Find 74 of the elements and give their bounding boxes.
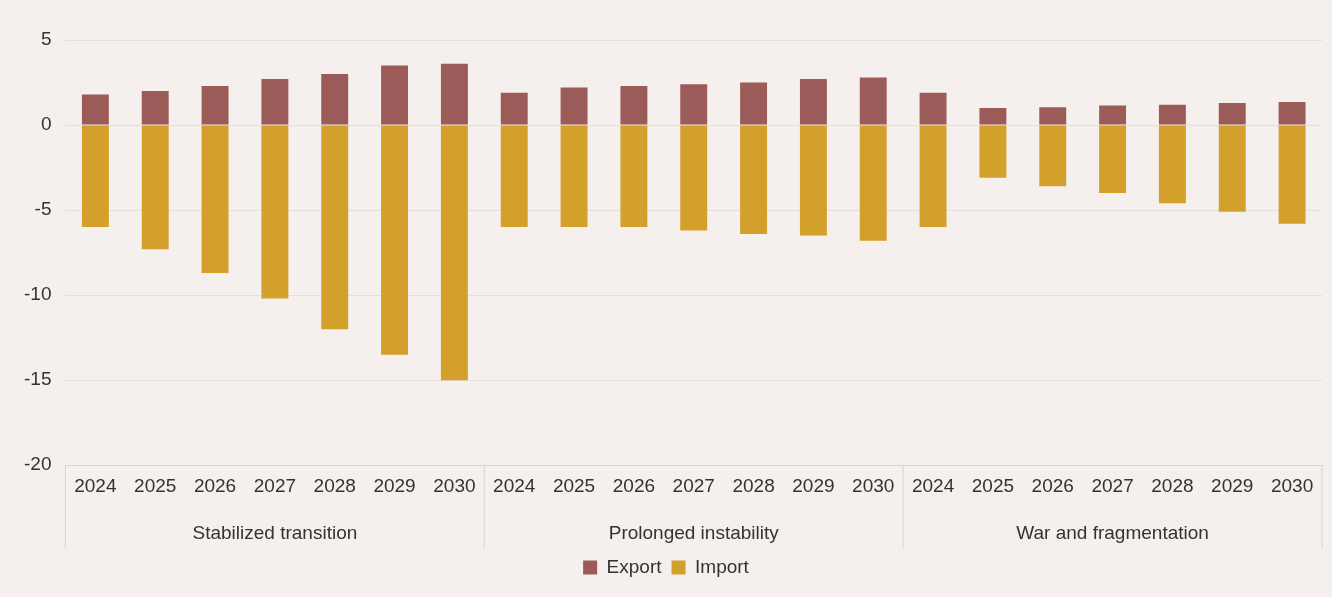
x-tick-label: 2024 xyxy=(74,474,117,496)
bar xyxy=(440,125,468,381)
x-tick-label: 2029 xyxy=(792,474,835,496)
x-tick-label: 2024 xyxy=(911,474,955,496)
bar xyxy=(859,125,887,241)
x-tick-label: 2030 xyxy=(1270,474,1314,496)
legend-label: Export xyxy=(606,555,663,577)
bar xyxy=(1278,125,1306,224)
bar xyxy=(201,85,229,125)
bar xyxy=(979,125,1007,178)
bar xyxy=(381,125,409,355)
bar xyxy=(620,125,648,228)
y-tick-label: -10 xyxy=(23,283,52,305)
x-tick-label: 2027 xyxy=(1091,474,1134,496)
y-tick-label: 5 xyxy=(40,28,52,50)
bar xyxy=(979,108,1007,125)
x-tick-label: 2028 xyxy=(313,474,356,496)
bar xyxy=(919,125,947,228)
bar xyxy=(1158,125,1186,204)
bar xyxy=(141,91,169,125)
bar xyxy=(321,74,349,125)
y-tick-label: -5 xyxy=(34,198,52,220)
x-tick-label: 2028 xyxy=(732,474,775,496)
bar xyxy=(1278,102,1306,125)
x-tick-label: 2026 xyxy=(1031,474,1074,496)
bar xyxy=(261,79,289,125)
bar xyxy=(440,63,468,125)
bar xyxy=(799,125,827,236)
bar xyxy=(81,94,109,125)
bar xyxy=(321,125,349,330)
bar xyxy=(1099,105,1127,125)
bar xyxy=(81,125,109,228)
text: Stabilized transition xyxy=(192,522,358,544)
x-tick-label: 2025 xyxy=(552,474,596,496)
bar xyxy=(1039,125,1067,187)
bar xyxy=(1099,125,1127,194)
legend-label: Import xyxy=(695,555,750,577)
y-tick-label: -20 xyxy=(23,453,52,475)
bar xyxy=(1218,102,1246,125)
x-tick-label: 2027 xyxy=(253,474,297,496)
x-tick-label: 2030 xyxy=(852,474,895,496)
x-tick-label: 2030 xyxy=(433,474,476,496)
bar xyxy=(560,125,588,228)
bar xyxy=(799,79,827,125)
y-tick-label: -15 xyxy=(23,368,52,390)
bar xyxy=(680,125,708,231)
x-tick-label: 2029 xyxy=(373,474,416,496)
bar xyxy=(381,65,409,125)
x-tick-label: 2028 xyxy=(1151,474,1194,496)
bar xyxy=(620,85,648,125)
bar xyxy=(680,84,708,125)
bar xyxy=(261,125,289,299)
bar xyxy=(201,125,229,274)
bar xyxy=(740,125,768,234)
text: Prolonged instability xyxy=(608,522,780,544)
bar xyxy=(1039,107,1067,125)
bar xyxy=(859,77,887,125)
x-tick-label: 2029 xyxy=(1211,474,1254,496)
x-tick-label: 2025 xyxy=(971,474,1015,496)
bar xyxy=(1158,104,1186,125)
bar xyxy=(500,125,528,228)
bar xyxy=(1218,125,1246,212)
bar xyxy=(500,92,528,125)
bar xyxy=(560,87,588,125)
x-tick-label: 2027 xyxy=(672,474,715,496)
x-tick-label: 2026 xyxy=(193,474,237,496)
x-tick-label: 2024 xyxy=(493,474,536,496)
bar xyxy=(740,82,768,125)
x-tick-label: 2025 xyxy=(134,474,177,496)
x-tick-label: 2026 xyxy=(612,474,656,496)
y-tick-label: 0 xyxy=(40,113,52,135)
bar xyxy=(141,125,169,250)
text: War and fragmentation xyxy=(1016,522,1209,544)
bar xyxy=(919,92,947,125)
